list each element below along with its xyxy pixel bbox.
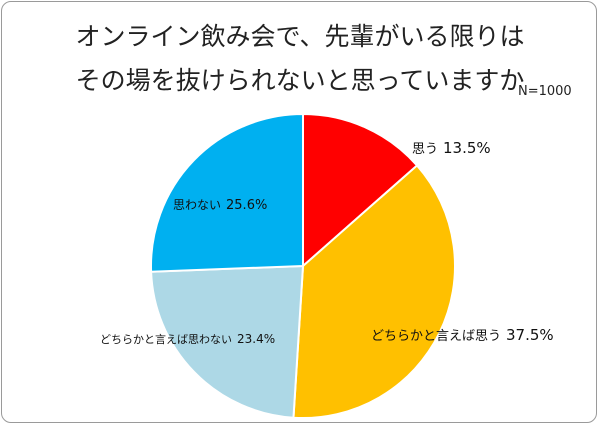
pie-slice-disagree bbox=[150, 112, 304, 273]
slice-label-somewhat-disagree: どちらかと言えば思わない 23.4% bbox=[100, 332, 275, 346]
slice-label-name: 思う bbox=[412, 142, 438, 157]
chart-title-line1: オンライン飲み会で、先輩がいる限りは bbox=[75, 22, 525, 51]
slice-label-value: 13.5% bbox=[443, 139, 491, 157]
pie-slice-somewhat-disagree bbox=[150, 264, 305, 419]
slice-label-value: 23.4% bbox=[237, 332, 275, 346]
slice-label-value: 25.6% bbox=[226, 198, 267, 213]
slice-label-disagree: 思わない 25.6% bbox=[173, 198, 267, 213]
chart-title-line2: その場を抜けられないと思っていますか bbox=[75, 66, 525, 95]
slice-label-name: 思わない bbox=[173, 198, 221, 212]
pie-slice-agree bbox=[302, 112, 419, 269]
sample-size-note: N=1000 bbox=[518, 84, 572, 99]
slice-label-agree: 思う 13.5% bbox=[412, 139, 491, 157]
slice-label-somewhat-agree: どちらかと言えば思う 37.5% bbox=[371, 326, 554, 344]
slice-label-value: 37.5% bbox=[506, 326, 554, 344]
pie-slice-somewhat-agree bbox=[292, 164, 456, 419]
slice-label-name: どちらかと言えば思う bbox=[371, 329, 501, 344]
slice-label-name: どちらかと言えば思わない bbox=[100, 333, 232, 346]
